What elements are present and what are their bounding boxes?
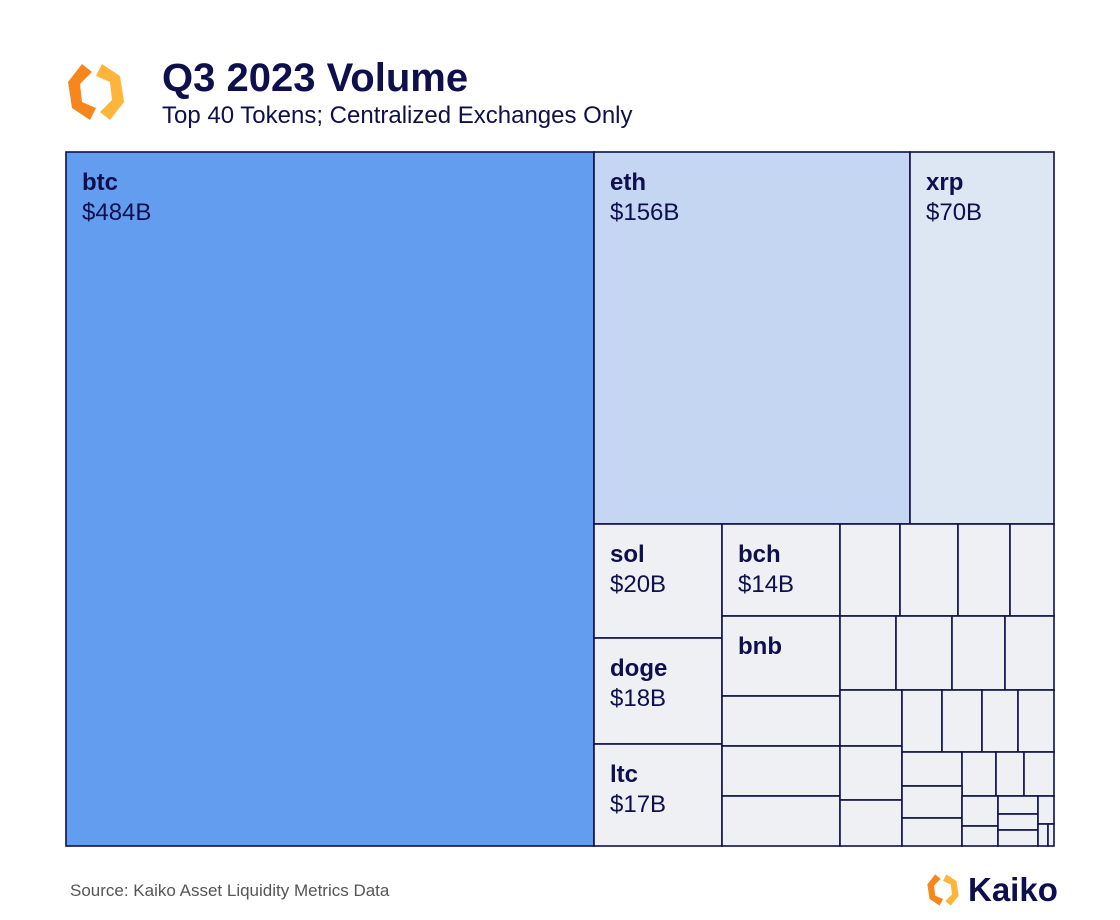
tile-value-btc: $484B [82, 199, 151, 226]
brand-footer: Kaiko [924, 870, 1064, 910]
tile-token-7 [951, 615, 1006, 691]
tile-token-2 [899, 523, 959, 617]
tile-token-32 [1047, 823, 1055, 847]
tile-token-9 [721, 695, 841, 747]
tile-token-16 [941, 689, 983, 753]
tile-eth [593, 151, 911, 525]
tile-label-sol: sol [610, 541, 645, 568]
tile-token-17 [981, 689, 1019, 753]
kaiko-logo-icon [68, 64, 124, 120]
tile-token-14 [839, 799, 903, 847]
tile-btc [65, 151, 595, 847]
tile-label-btc: btc [82, 169, 118, 196]
tile-token-28 [997, 813, 1039, 831]
tile-value-xrp: $70B [926, 199, 982, 226]
tile-token-1 [839, 523, 901, 617]
tile-token-13 [839, 745, 903, 801]
tile-value-bch: $14B [738, 571, 794, 598]
tile-token-5 [839, 615, 897, 691]
tile-token-19 [901, 751, 963, 787]
tile-token-30 [1037, 795, 1055, 825]
tile-label-xrp: xrp [926, 169, 963, 196]
tile-token-4 [1009, 523, 1055, 617]
tile-token-15 [901, 689, 943, 753]
tile-label-eth: eth [610, 169, 646, 196]
brand-logo-icon [927, 874, 959, 906]
chart-title: Q3 2023 Volume [162, 56, 469, 100]
tile-token-25 [961, 795, 999, 827]
tile-token-26 [961, 825, 999, 847]
brand-logo-left [927, 874, 943, 906]
tile-token-10 [721, 745, 841, 797]
brand-logo-right [943, 874, 959, 906]
tile-value-ltc: $17B [610, 791, 666, 818]
tile-token-6 [895, 615, 953, 691]
source-note: Source: Kaiko Asset Liquidity Metrics Da… [70, 881, 390, 900]
tile-value-sol: $20B [610, 571, 666, 598]
tile-value-doge: $18B [610, 685, 666, 712]
tile-token-8 [1004, 615, 1055, 691]
tile-token-11 [721, 795, 841, 847]
tile-label-bch: bch [738, 541, 781, 568]
brand-name: Kaiko [968, 871, 1058, 908]
tile-token-23 [901, 785, 963, 819]
tile-token-31 [1037, 823, 1049, 847]
tile-label-bnb: bnb [738, 633, 782, 660]
tile-token-21 [995, 751, 1025, 797]
tile-token-3 [957, 523, 1011, 617]
tile-bnb [721, 615, 841, 697]
logo-left-bracket [68, 64, 96, 120]
tile-token-18 [1017, 689, 1055, 753]
tile-token-27 [997, 795, 1039, 815]
tile-bch [721, 523, 841, 617]
tile-xrp [909, 151, 1055, 525]
tile-token-29 [997, 829, 1039, 847]
tile-token-20 [961, 751, 997, 797]
tile-token-12 [839, 689, 903, 747]
chart-subtitle: Top 40 Tokens; Centralized Exchanges Onl… [162, 102, 633, 129]
tile-token-24 [901, 817, 963, 847]
tile-value-eth: $156B [610, 199, 679, 226]
tile-label-ltc: ltc [610, 761, 638, 788]
tile-token-22 [1023, 751, 1055, 797]
tile-label-doge: doge [610, 655, 667, 682]
logo-right-bracket [96, 64, 124, 120]
